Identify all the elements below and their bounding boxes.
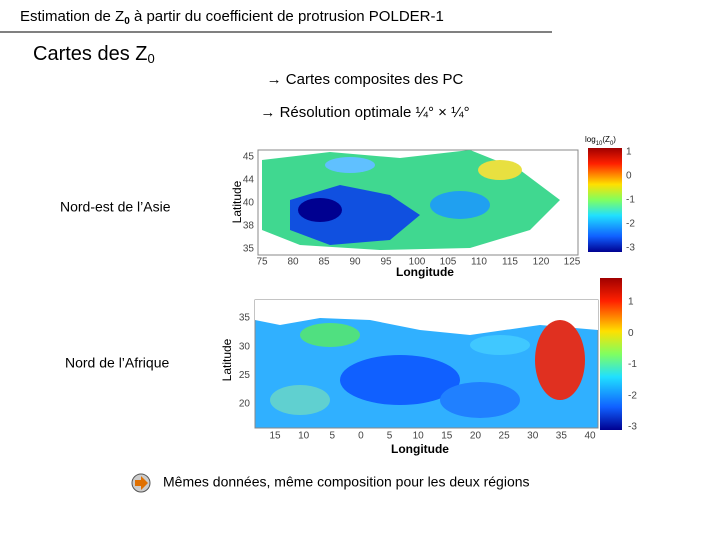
y-tick-label: 25	[239, 370, 251, 381]
colorbar	[588, 148, 622, 252]
x-tick-label: 10	[298, 431, 310, 442]
x-tick-label: 20	[470, 431, 482, 442]
y-tick-label: 45	[243, 152, 255, 163]
colorbar-title: log10(Z0)	[585, 135, 616, 146]
x-axis-label: Longitude	[396, 265, 454, 279]
map-asia	[257, 149, 579, 256]
bullet: → Cartes composites des PC	[267, 71, 464, 88]
y-tick-label: 20	[239, 399, 251, 410]
y-tick-label: 38	[243, 221, 255, 232]
colorbar-tick-label: -3	[626, 243, 635, 254]
x-tick-label: 25	[499, 431, 511, 442]
x-tick-label: 115	[502, 257, 518, 268]
x-tick-label: 0	[358, 431, 364, 442]
y-axis-label: Latitude	[220, 338, 234, 381]
colorbar-tick-label: 1	[626, 147, 632, 158]
colorbar-tick-label: -1	[628, 359, 637, 370]
x-tick-label: 80	[287, 257, 299, 268]
x-tick-label: 105	[440, 257, 457, 268]
y-axis-label: Latitude	[230, 180, 244, 223]
arrow-icon	[131, 473, 151, 493]
colorbar-tick-label: 0	[626, 171, 632, 182]
y-tick-label: 40	[243, 198, 255, 209]
map-label: Nord de l’Afrique	[65, 355, 169, 371]
x-tick-label: 10	[413, 431, 425, 442]
colorbar-tick-label: -3	[628, 422, 637, 433]
colorbar-tick-label: 1	[628, 297, 634, 308]
map-label: Nord-est de l’Asie	[60, 199, 171, 215]
x-tick-label: 40	[584, 431, 596, 442]
x-tick-label: 5	[329, 431, 335, 442]
x-tick-label: 75	[256, 257, 268, 268]
x-tick-label: 5	[387, 431, 393, 442]
slide-title: Estimation de Z0 à partir du coefficient…	[20, 8, 444, 27]
y-tick-label: 35	[243, 244, 255, 255]
x-tick-label: 30	[527, 431, 539, 442]
x-tick-label: 95	[380, 257, 392, 268]
map-africa	[254, 299, 599, 429]
note: Mêmes données, même composition pour les…	[163, 474, 530, 490]
x-tick-label: 15	[269, 431, 281, 442]
y-tick-label: 44	[243, 175, 255, 186]
colorbar-tick-label: -2	[626, 219, 635, 230]
bullet: → Résolution optimale ¼° × ¼°	[260, 104, 469, 121]
x-tick-label: 35	[556, 431, 568, 442]
colorbar-tick-label: 0	[628, 328, 634, 339]
section-title: Cartes des Z0	[33, 43, 155, 66]
y-tick-label: 35	[239, 313, 251, 324]
x-tick-label: 15	[441, 431, 453, 442]
x-tick-label: 85	[318, 257, 330, 268]
x-tick-label: 100	[409, 257, 426, 268]
y-tick-label: 30	[239, 341, 251, 352]
colorbar	[600, 278, 622, 430]
x-tick-label: 110	[471, 257, 487, 268]
x-tick-label: 125	[564, 257, 581, 268]
x-tick-label: 90	[349, 257, 361, 268]
x-tick-label: 120	[533, 257, 550, 268]
x-axis-label: Longitude	[391, 442, 449, 456]
colorbar-tick-label: -1	[626, 195, 635, 206]
colorbar-tick-label: -2	[628, 390, 637, 401]
